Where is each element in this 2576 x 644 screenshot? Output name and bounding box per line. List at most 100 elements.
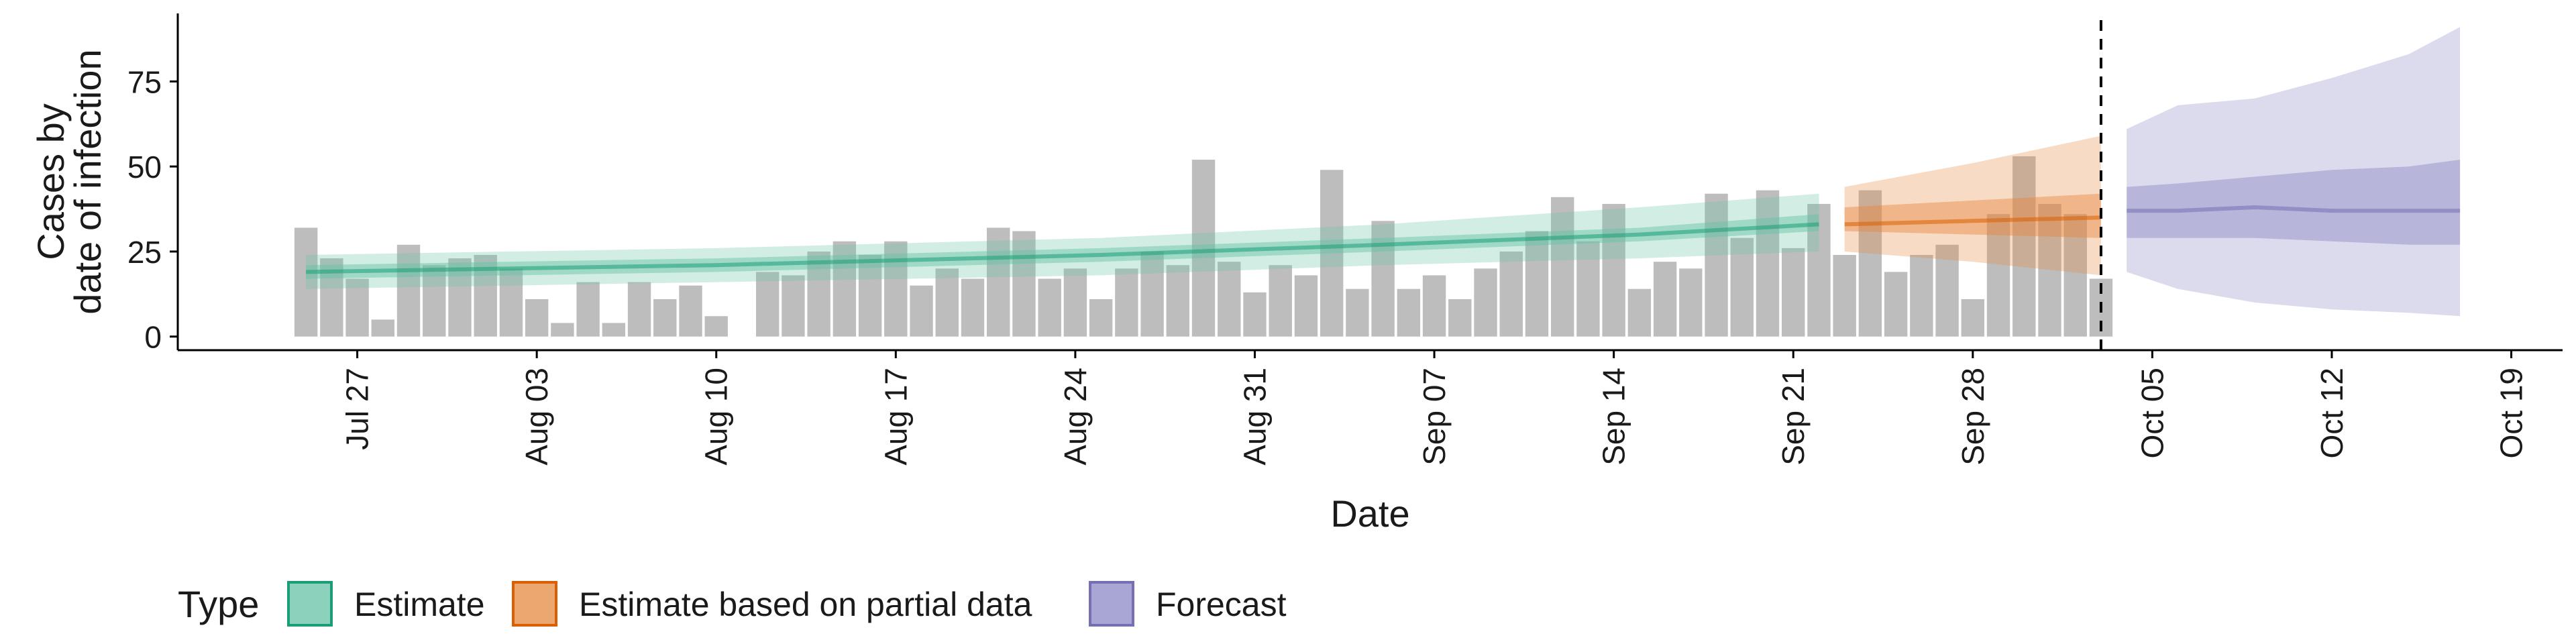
case-bar [294,227,318,337]
case-bar [1140,251,1164,337]
bars-layer [294,156,2113,337]
estimate-based-on-partial-data-50-interval [1844,193,2101,238]
legend-swatch [512,581,557,627]
y-tick-label: 0 [144,320,162,355]
y-axis-title-line-1: Cases by [30,103,72,260]
x-tick-label: Aug 03 [519,368,554,466]
case-bar [935,268,959,337]
forecast-90-interval [2127,27,2461,317]
estimate-based-on-partial-data-90-interval [1844,136,2101,276]
case-bar [1448,299,1472,337]
x-tick-label: Sep 07 [1417,368,1452,466]
case-bar [1063,268,1087,337]
case-bar [1782,248,1805,337]
case-bar [602,323,626,337]
case-bar [423,265,446,337]
estimate-based-on-partial-data-median-line [1844,215,2101,227]
estimate-50-interval [306,214,1819,279]
case-bar [1294,275,1318,337]
case-bar [679,285,702,337]
case-bar [1653,262,1677,337]
case-bar [1320,170,1344,337]
forecast-median-line [2127,205,2461,213]
case-bar [833,241,857,337]
case-bar [525,299,549,337]
case-bar [1627,288,1652,337]
legend-swatch [1089,581,1134,627]
case-bar [1986,214,2010,337]
case-bar [1961,299,1985,337]
legend-title: Type [178,583,259,625]
case-bar [1269,265,1292,337]
case-bar [1191,160,1216,337]
case-bar [1346,288,1369,337]
x-tick-label: Oct 05 [2135,368,2169,459]
case-bar [1371,221,1395,337]
case-bar [1679,268,1703,337]
case-bar [1499,251,1523,337]
case-bar [1474,268,1497,337]
x-tick-label: Oct 12 [2314,368,2349,459]
x-tick-label: Sep 14 [1597,368,1631,466]
x-tick-label: Aug 24 [1058,368,1093,466]
case-bar [807,251,830,337]
estimate-median-line [306,222,1819,274]
case-bar [1115,268,1138,337]
y-tick-label: 75 [127,64,162,99]
legend-swatch [287,581,333,627]
case-bar [576,282,600,337]
case-bar [1910,255,1933,337]
x-tick-label: Aug 17 [878,368,913,466]
case-bar [1884,272,1908,337]
legend: Type Estimate Estimate based on partial d… [178,581,1287,627]
case-bar [1935,244,1959,337]
case-bar [1756,190,1780,337]
y-ticks: 0 25 50 75 [127,64,178,355]
case-bar [1730,237,1754,337]
case-bar [1038,278,1061,337]
case-bar [1576,241,1600,337]
case-bar [858,255,882,337]
case-bar [987,227,1010,337]
case-bar [1218,262,1241,337]
case-bar [1089,299,1113,337]
x-tick-label: Sep 28 [1955,368,1990,466]
forecast-50-interval [2127,160,2461,245]
case-bar [1243,292,1267,337]
x-tick-label: Aug 10 [699,368,734,466]
x-ticks: Jul 27 Aug 03 Aug 10 Aug 17 Aug 24 Aug 31 Sep … [340,350,2529,466]
case-bar [884,241,908,337]
case-bar [499,268,523,337]
case-bar [961,278,985,337]
axes-layer [176,13,2563,352]
case-bar [1422,275,1446,337]
x-tick-label: Jul 27 [340,368,375,450]
legend-label: Estimate [354,586,485,623]
case-bar [2038,203,2061,337]
case-bar [2063,214,2087,337]
x-tick-label: Sep 21 [1776,368,1811,466]
case-bar [1858,190,1882,337]
x-axis-title: Date [1330,492,1409,535]
case-bar [396,244,421,337]
x-tick-label: Aug 31 [1237,368,1272,466]
case-bar [1705,193,1728,337]
legend-label: Forecast [1156,586,1287,623]
case-bar [910,285,933,337]
case-bar [627,282,651,337]
case-bar [345,278,369,337]
x-tick-label: Oct 19 [2494,368,2529,459]
case-bar [704,316,728,337]
legend-label: Estimate based on partial data [579,586,1032,623]
case-bar [653,299,677,337]
median-lines-layer [306,205,2461,274]
case-bar [1550,197,1574,337]
y-tick-label: 25 [127,235,162,270]
case-bar [1602,203,1625,337]
case-bar [1166,265,1190,337]
case-bar [1012,231,1036,337]
case-bar [782,275,805,337]
y-tick-label: 50 [127,150,162,184]
case-bar [2012,156,2036,337]
